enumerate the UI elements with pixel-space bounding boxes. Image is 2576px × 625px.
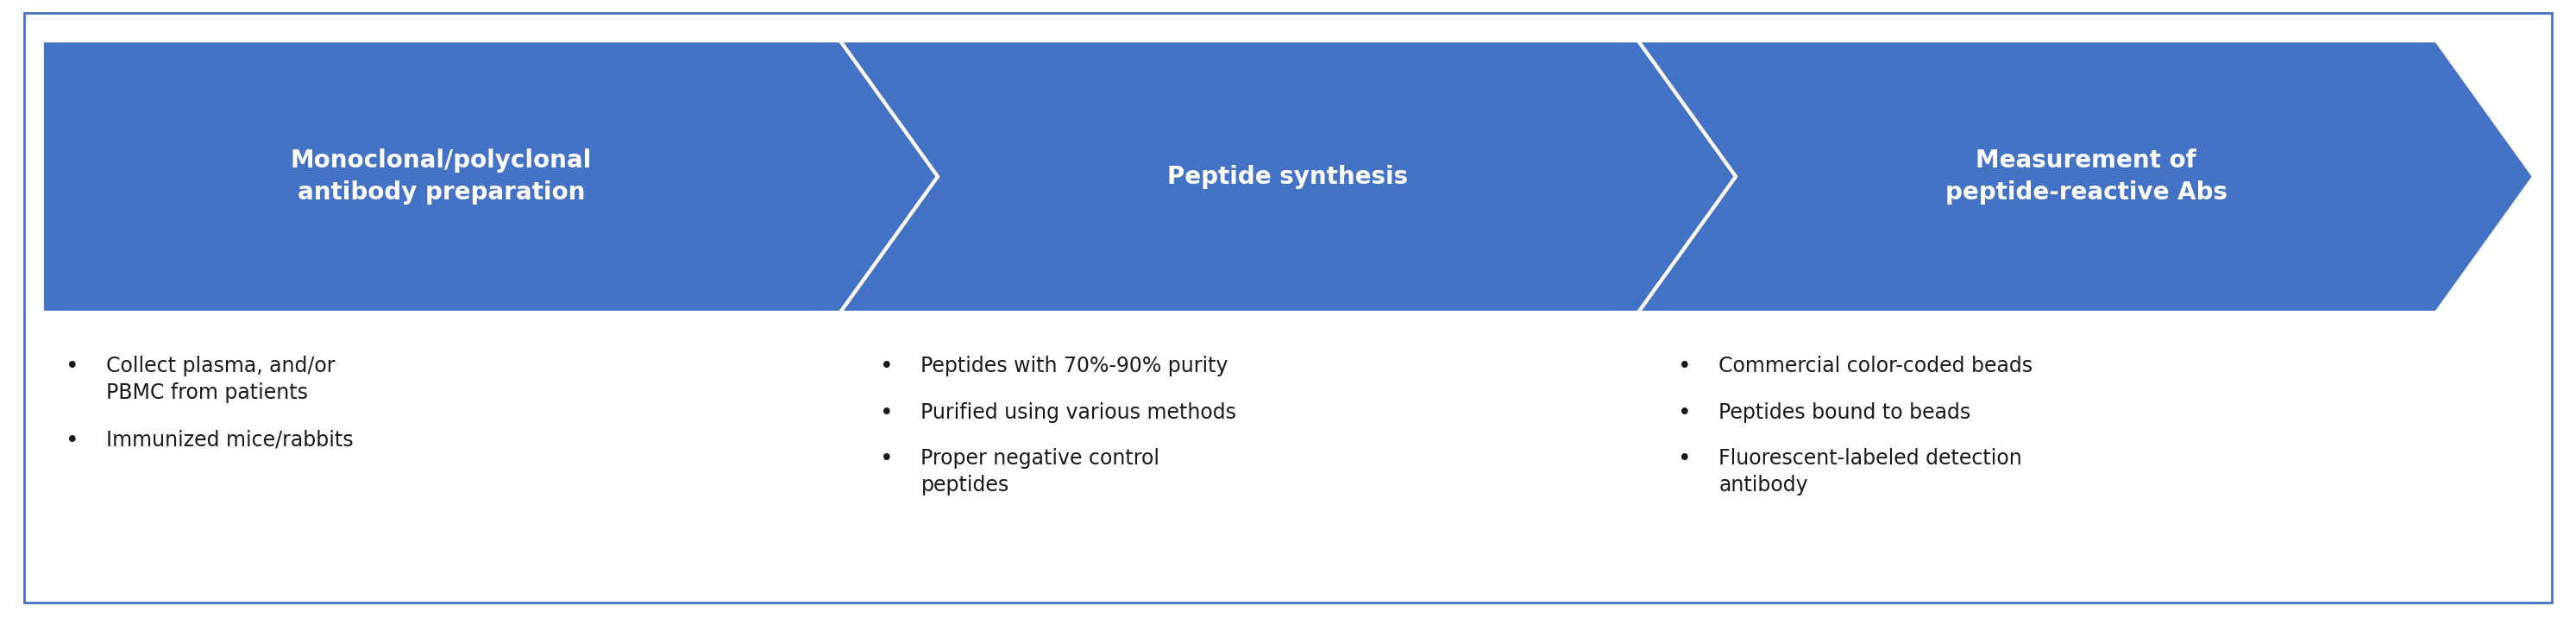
Text: Purified using various methods: Purified using various methods xyxy=(920,402,1236,422)
Text: •: • xyxy=(881,448,894,471)
Text: •: • xyxy=(1677,448,1692,471)
Text: •: • xyxy=(64,356,80,378)
Text: Peptide synthesis: Peptide synthesis xyxy=(1167,164,1409,189)
Text: Monoclonal/polyclonal
antibody preparation: Monoclonal/polyclonal antibody preparati… xyxy=(291,149,592,204)
Text: Immunized mice/rabbits: Immunized mice/rabbits xyxy=(106,430,353,451)
Text: •: • xyxy=(64,430,80,452)
Text: Fluorescent-labeled detection
antibody: Fluorescent-labeled detection antibody xyxy=(1718,448,2022,496)
Text: Collect plasma, and/or
PBMC from patients: Collect plasma, and/or PBMC from patient… xyxy=(106,356,335,403)
Text: Measurement of
peptide-reactive Abs: Measurement of peptide-reactive Abs xyxy=(1945,149,2228,204)
Text: Peptides with 70%-90% purity: Peptides with 70%-90% purity xyxy=(920,356,1229,376)
Text: •: • xyxy=(1677,402,1692,424)
Text: •: • xyxy=(1677,356,1692,378)
Polygon shape xyxy=(1638,41,2535,312)
Text: Proper negative control
peptides: Proper negative control peptides xyxy=(920,448,1159,496)
Text: •: • xyxy=(881,402,894,424)
Polygon shape xyxy=(840,41,1736,312)
Polygon shape xyxy=(41,41,938,312)
Text: •: • xyxy=(881,356,894,378)
Text: Commercial color-coded beads: Commercial color-coded beads xyxy=(1718,356,2032,376)
Text: Peptides bound to beads: Peptides bound to beads xyxy=(1718,402,1971,422)
